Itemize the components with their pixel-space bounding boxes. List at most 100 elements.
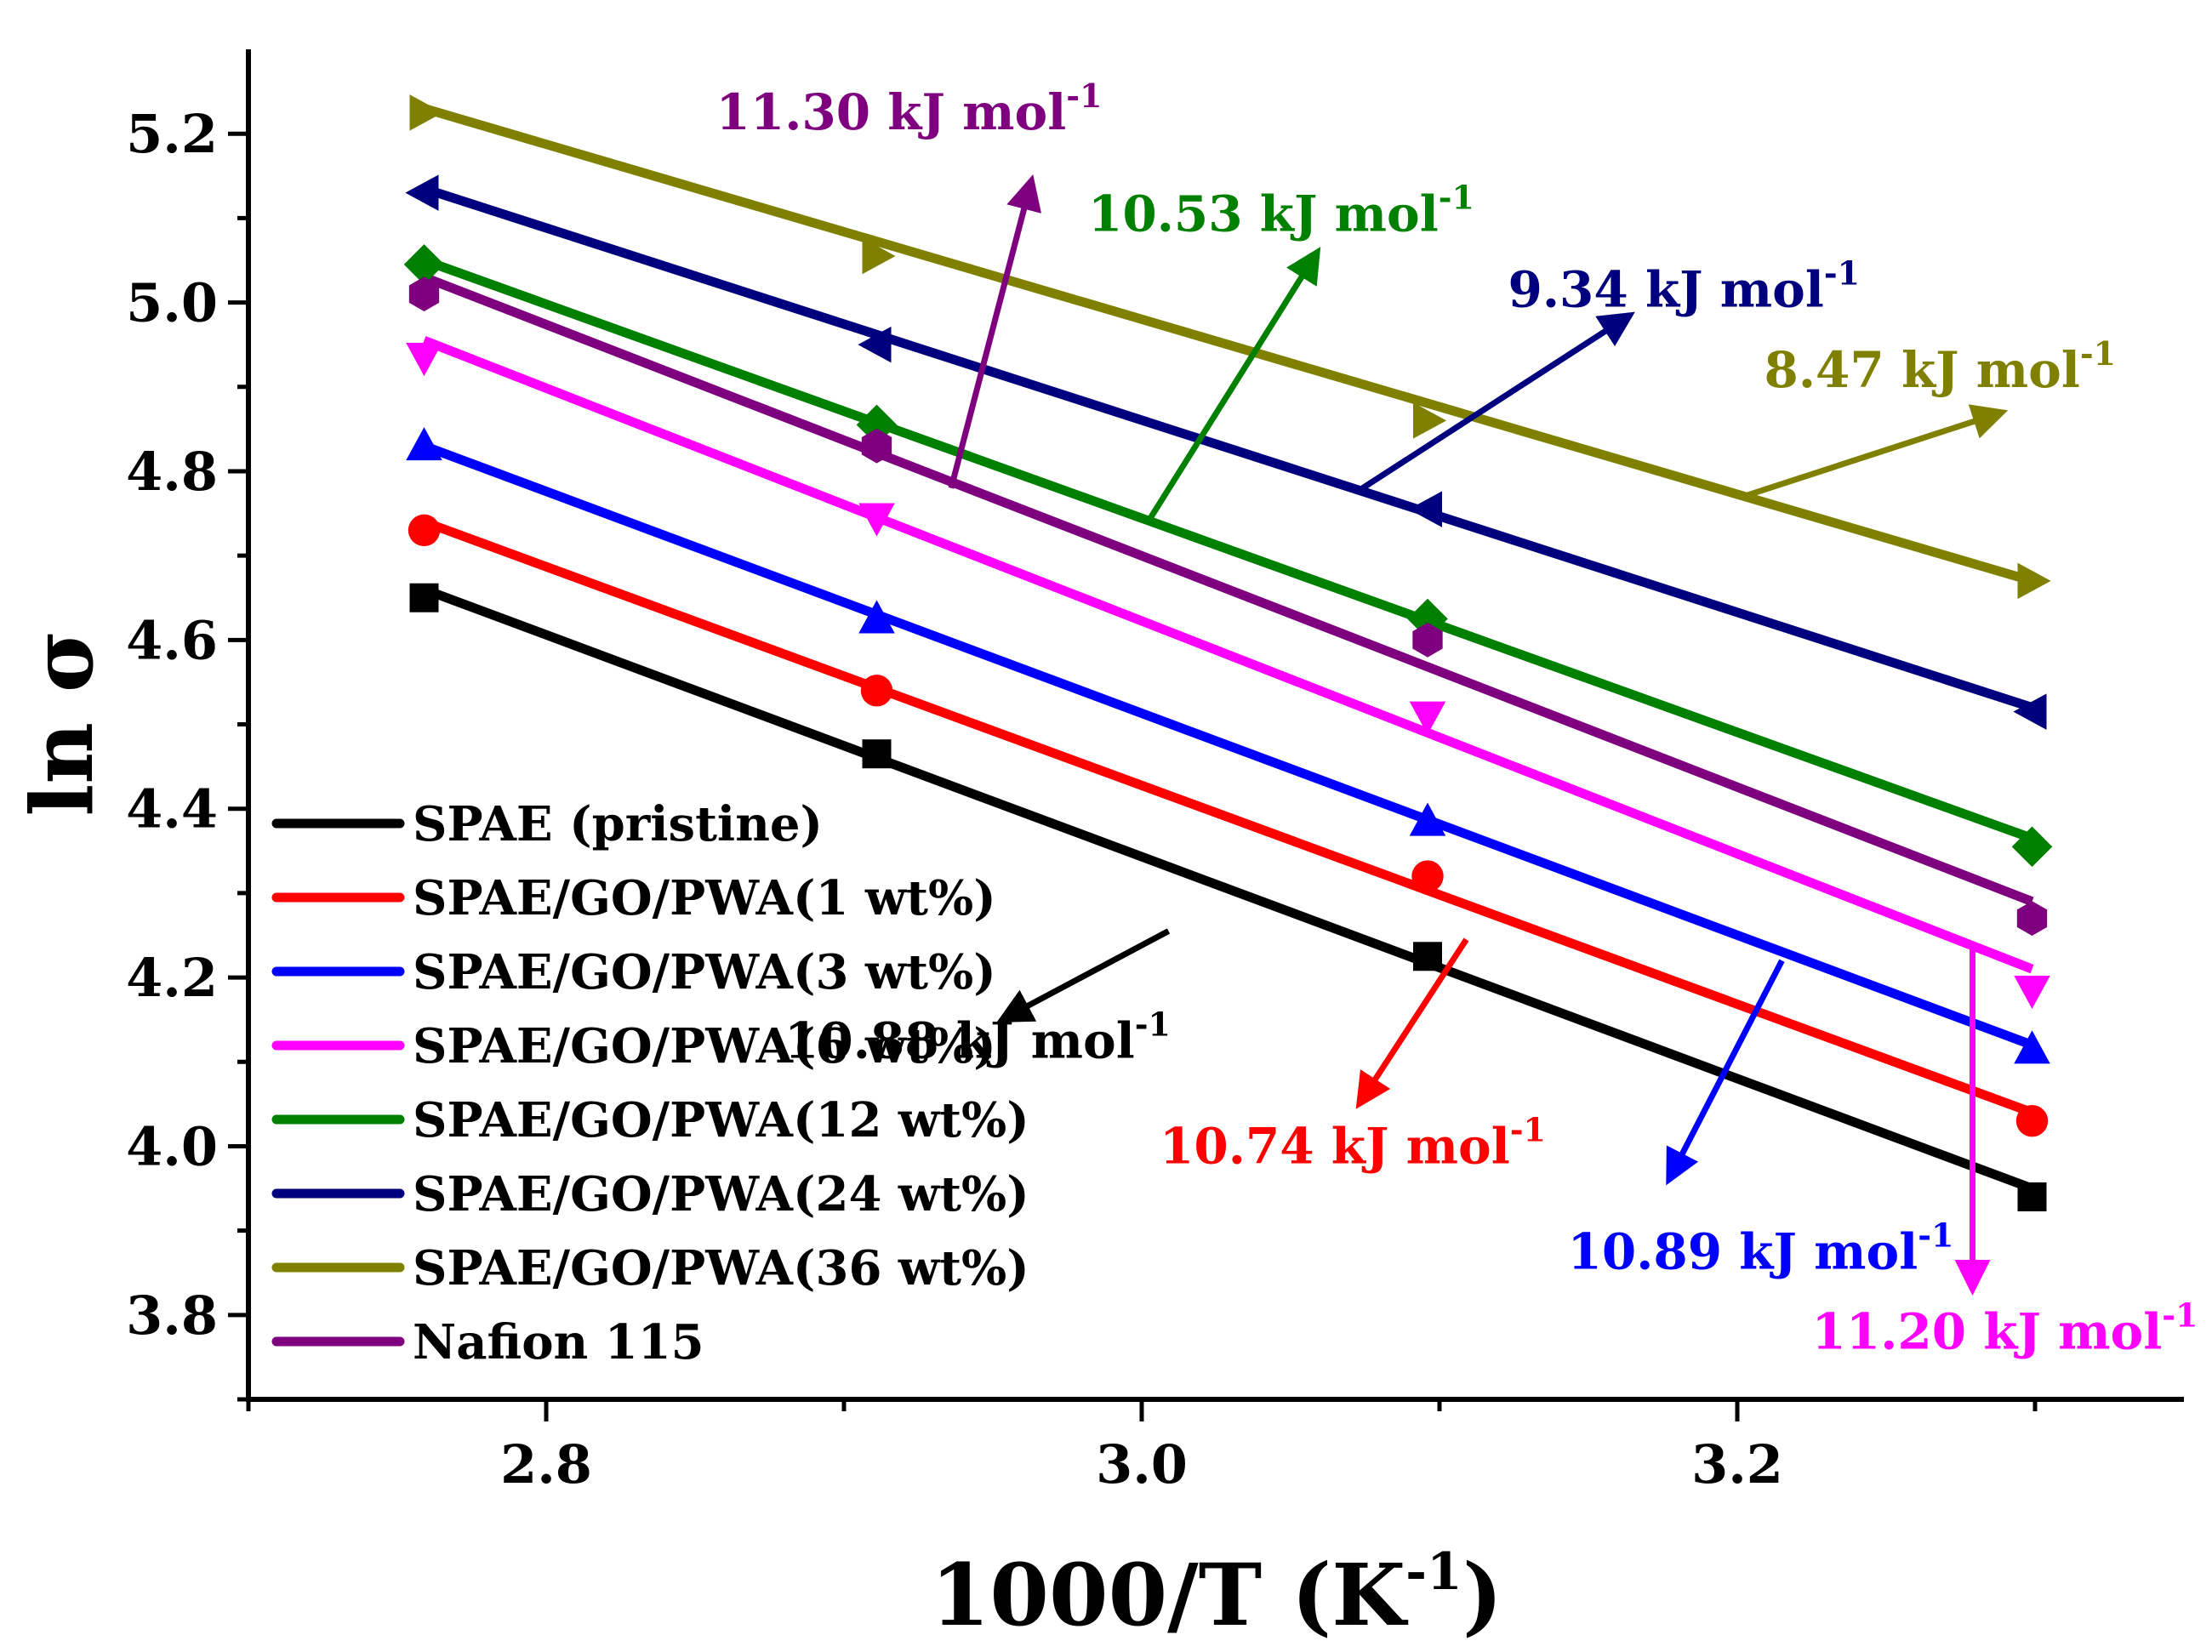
x-axis-title-close: ) — [1462, 1545, 1502, 1645]
marker-s2-p2 — [1409, 802, 1446, 836]
y-axis-title: ln σ — [12, 629, 112, 816]
annotation-label-1: 10.53 kJ mol-1 — [1088, 178, 1474, 242]
fit-line-6 — [422, 104, 2034, 586]
annotation-unit-sup-7: -1 — [2162, 1296, 2198, 1334]
marker-s1-p3 — [2015, 1104, 2049, 1137]
legend-label-1: SPAE/GO/PWA(1 wt%) — [413, 870, 996, 926]
annotation-label-2: 9.34 kJ mol-1 — [1508, 254, 1861, 319]
marker-s3-p0 — [406, 343, 442, 377]
fit-line-0 — [422, 584, 2034, 1193]
marker-s6-p1 — [862, 237, 896, 275]
y-tick-label-4: 4.6 — [126, 609, 218, 671]
annotation-label-3: 8.47 kJ mol-1 — [1764, 334, 2117, 399]
annotation-value-0: 11.30 kJ mol — [716, 83, 1067, 141]
marker-s2-p1 — [858, 600, 895, 634]
annotation-value-1: 10.53 kJ mol — [1088, 185, 1439, 242]
marker-s6-p3 — [2017, 562, 2051, 600]
legend: SPAE (pristine) SPAE/GO/PWA(1 wt%) SPAE/GO… — [271, 796, 1029, 1370]
marker-s5-p0 — [405, 174, 439, 211]
marker-s7-p3 — [2016, 901, 2048, 937]
x-axis-title: 1000/T (K-1) — [931, 1542, 1502, 1645]
annotation-arrow-6 — [1666, 959, 1785, 1186]
annotation-arrow-2 — [1354, 311, 1635, 495]
annotation-label-0: 11.30 kJ mol-1 — [716, 77, 1103, 141]
y-tick-label-0: 3.8 — [126, 1285, 218, 1347]
fit-line-2 — [422, 441, 2034, 1050]
annotation-unit-sup-4: -1 — [1135, 1005, 1171, 1043]
y-tick-label-6: 5.0 — [126, 272, 218, 334]
marker-s5-p1 — [858, 326, 892, 363]
marker-s7-p1 — [861, 428, 892, 464]
annotation-value-2: 9.34 kJ mol — [1508, 261, 1824, 319]
marker-s1-p1 — [860, 675, 893, 707]
fit-line-5 — [422, 184, 2034, 712]
x-tick-label-1: 3.0 — [1096, 1433, 1188, 1495]
marker-s6-p2 — [1413, 402, 1447, 439]
marker-s0-p2 — [1413, 942, 1442, 971]
annotation-label-4: 10.88 kJ mol-1 — [784, 1005, 1171, 1069]
annotation-label-5: 10.74 kJ mol-1 — [1160, 1110, 1546, 1175]
activation-energy-annotations: 11.30 kJ mol-110.53 kJ mol-19.34 kJ mol-… — [716, 77, 2198, 1360]
y-tick-label-1: 4.0 — [126, 1115, 218, 1177]
annotation-label-7: 11.20 kJ mol-1 — [1812, 1296, 2198, 1360]
marker-s0-p1 — [862, 739, 892, 769]
annotation-unit-sup-0: -1 — [1066, 77, 1102, 115]
fit-lines — [422, 104, 2034, 1193]
annotation-arrow-1 — [1148, 247, 1321, 520]
marker-s4-p3 — [2011, 826, 2053, 868]
marker-s5-p3 — [2013, 693, 2047, 730]
annotation-value-4: 10.88 kJ mol — [784, 1011, 1135, 1069]
y-tick-label-2: 4.2 — [126, 947, 218, 1009]
legend-label-3: SPAE/GO/PWA(6 wt%) — [413, 1018, 996, 1074]
marker-s2-p3 — [2014, 1030, 2050, 1064]
x-tick-label-2: 3.2 — [1691, 1433, 1783, 1495]
data-markers — [403, 94, 2053, 1211]
annotation-unit-sup-3: -1 — [2080, 334, 2116, 373]
annotation-arrow-0 — [948, 174, 1041, 489]
marker-s4-p2 — [1407, 598, 1448, 640]
annotation-arrow-4 — [996, 928, 1171, 1023]
annotation-unit-sup-6: -1 — [1918, 1216, 1953, 1254]
marker-s0-p0 — [409, 583, 439, 612]
marker-s1-p2 — [1411, 860, 1444, 892]
annotation-value-6: 10.89 kJ mol — [1568, 1222, 1918, 1280]
legend-label-5: SPAE/GO/PWA(24 wt%) — [413, 1166, 1029, 1222]
marker-s5-p2 — [1408, 491, 1442, 527]
x-tick-label-0: 2.8 — [500, 1433, 592, 1495]
x-axis-title-sup: -1 — [1405, 1542, 1462, 1602]
annotation-unit-sup-2: -1 — [1824, 254, 1860, 293]
axes: 3.8 4.0 4.2 4.4 4.6 4.8 5.0 5.2 2.8 3.0 3.2 — [126, 49, 2184, 1495]
fit-line-4 — [422, 255, 2034, 843]
marker-s4-p0 — [403, 244, 445, 285]
legend-label-2: SPAE/GO/PWA(3 wt%) — [413, 944, 996, 1000]
annotation-value-5: 10.74 kJ mol — [1160, 1117, 1510, 1175]
fit-line-1 — [422, 517, 2034, 1117]
fit-line-7 — [422, 272, 2034, 906]
annotation-label-6: 10.89 kJ mol-1 — [1568, 1216, 1954, 1280]
marker-s0-p3 — [2017, 1182, 2047, 1211]
legend-label-4: SPAE/GO/PWA(12 wt%) — [413, 1092, 1029, 1148]
legend-label-7: Nafion 115 — [413, 1314, 704, 1370]
x-axis-title-main: 1000/T (K — [931, 1545, 1408, 1645]
marker-s7-p0 — [408, 276, 440, 312]
annotation-arrow-5 — [1355, 937, 1469, 1109]
marker-s6-p0 — [409, 94, 443, 131]
fit-line-3 — [422, 336, 2034, 974]
marker-s1-p0 — [408, 514, 441, 547]
annotation-value-3: 8.47 kJ mol — [1764, 341, 2080, 399]
marker-s7-p2 — [1412, 622, 1443, 658]
marker-s3-p1 — [858, 503, 895, 537]
y-tick-label-3: 4.4 — [126, 778, 218, 840]
annotation-value-7: 11.20 kJ mol — [1812, 1302, 2163, 1360]
annotation-unit-sup-5: -1 — [1510, 1110, 1546, 1148]
legend-label-6: SPAE/GO/PWA(36 wt%) — [413, 1240, 1029, 1296]
y-tick-label-5: 4.8 — [126, 441, 218, 503]
legend-label-0: SPAE (pristine) — [413, 796, 823, 852]
marker-s2-p0 — [406, 427, 442, 461]
y-tick-label-7: 5.2 — [126, 103, 218, 165]
marker-s3-p3 — [2014, 975, 2050, 1010]
annotation-unit-sup-1: -1 — [1439, 178, 1474, 216]
marker-s3-p2 — [1409, 701, 1446, 735]
annotation-arrow-3 — [1742, 404, 2009, 500]
